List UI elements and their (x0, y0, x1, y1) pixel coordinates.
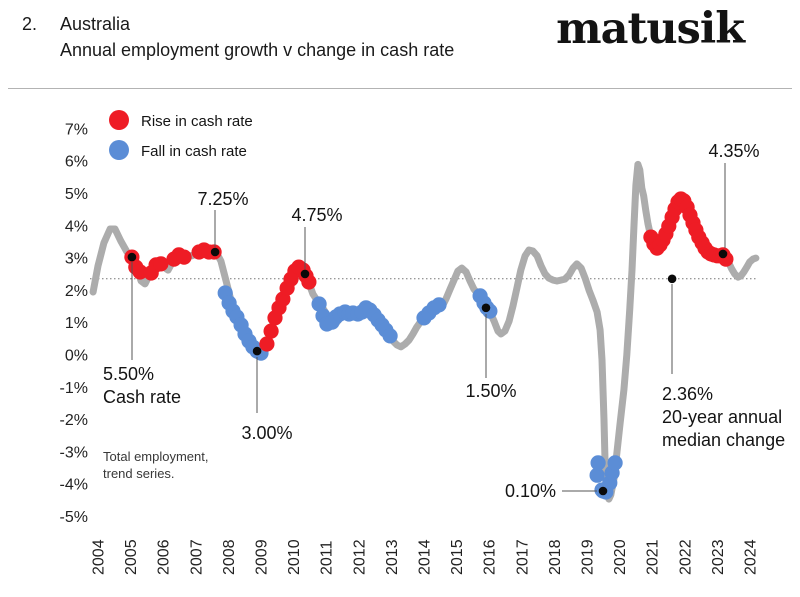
annotation-label: 7.25% (197, 189, 248, 209)
fall-dot (590, 455, 606, 471)
annotation-label: 20-year annual (662, 407, 782, 427)
y-axis-tick: 4% (65, 218, 88, 235)
annotation-label: 0.10% (505, 481, 556, 501)
y-axis-tick: -2% (60, 412, 88, 429)
header-titles: Australia Annual employment growth v cha… (60, 14, 454, 61)
annotation-dot (252, 346, 262, 356)
chart-note: Total employment, (103, 449, 209, 464)
fall-dot (589, 467, 605, 483)
fall-dot (382, 328, 398, 344)
y-axis-tick: 5% (65, 186, 88, 203)
employment-growth-chart: 5.50% Cash rate 7.25% 3.00% 4.75% 1.50% 0.10% 2… (60, 110, 785, 575)
y-axis-tick: -3% (60, 444, 88, 461)
legend-fall-dot (109, 140, 129, 160)
page-subtitle: Annual employment growth v change in cas… (60, 40, 455, 60)
annotation-dot (127, 252, 137, 262)
x-axis-tick: 2005 (123, 539, 140, 575)
x-axis-tick: 2018 (547, 539, 564, 575)
legend-rise-label: Rise in cash rate (141, 113, 253, 130)
chart-note: trend series. (103, 466, 175, 481)
annotation-dot (481, 303, 491, 313)
y-axis-tick: -5% (60, 509, 88, 526)
x-axis-tick: 2008 (221, 539, 238, 575)
y-axis-tick: 6% (65, 154, 88, 171)
y-axis-tick: 7% (65, 121, 88, 138)
annotation-label: 2.36% (662, 384, 713, 404)
rise-dot (132, 264, 148, 280)
annotation-dot (598, 486, 608, 496)
legend-fall-label: Fall in cash rate (141, 143, 247, 160)
x-axis-tick: 2023 (710, 539, 727, 575)
header-divider (8, 88, 792, 89)
x-axis-tick: 2021 (645, 539, 662, 575)
rise-dot (176, 249, 192, 265)
annotation-dot (667, 274, 677, 284)
x-axis-tick: 2011 (319, 540, 336, 575)
annotation-label: 4.75% (291, 205, 342, 225)
y-axis-tick: 1% (65, 315, 88, 332)
x-axis-tick: 2016 (482, 539, 499, 575)
annotation-label: 3.00% (241, 423, 292, 443)
x-axis-tick: 2004 (91, 539, 108, 575)
annotation-label: 1.50% (465, 381, 516, 401)
legend-rise-dot (109, 110, 129, 130)
rise-dot (301, 274, 317, 290)
y-axis-tick: -4% (60, 477, 88, 494)
x-axis-tick: 2020 (612, 539, 629, 575)
x-axis-tick: 2014 (417, 539, 434, 575)
x-axis-tick: 2017 (514, 539, 531, 575)
fall-dot (607, 455, 623, 471)
x-axis-tick: 2019 (580, 539, 597, 575)
y-axis-tick: 0% (65, 348, 88, 365)
fall-dot (311, 296, 327, 312)
annotation-label: 5.50% (103, 364, 154, 384)
rise-dot (153, 256, 169, 272)
x-axis-tick: 2006 (156, 539, 173, 575)
slide-number: 2. (22, 14, 38, 34)
annotation-label: Cash rate (103, 387, 181, 407)
y-axis-tick: -1% (60, 380, 88, 397)
x-axis-tick: 2022 (677, 539, 694, 575)
x-axis-tick: 2013 (384, 539, 401, 575)
x-axis-tick: 2009 (254, 539, 271, 575)
x-axis-tick: 2015 (449, 539, 466, 575)
rise-dot (259, 336, 275, 352)
x-axis-tick: 2010 (286, 539, 303, 575)
brand-logo: matusik (556, 4, 745, 54)
rise-dot (263, 323, 279, 339)
x-axis-tick: 2012 (351, 539, 368, 575)
x-axis-tick: 2007 (188, 539, 205, 575)
annotation-label: 4.35% (708, 141, 759, 161)
annotation-dot (300, 269, 310, 279)
annotation-label: median change (662, 430, 785, 450)
annotation-dot (210, 247, 220, 257)
annotation-dot (718, 249, 728, 259)
y-axis-tick: 3% (65, 251, 88, 268)
fall-dot (431, 297, 447, 313)
page-title: Australia (60, 14, 131, 34)
x-axis-tick: 2024 (743, 539, 760, 575)
y-axis-tick: 2% (65, 283, 88, 300)
